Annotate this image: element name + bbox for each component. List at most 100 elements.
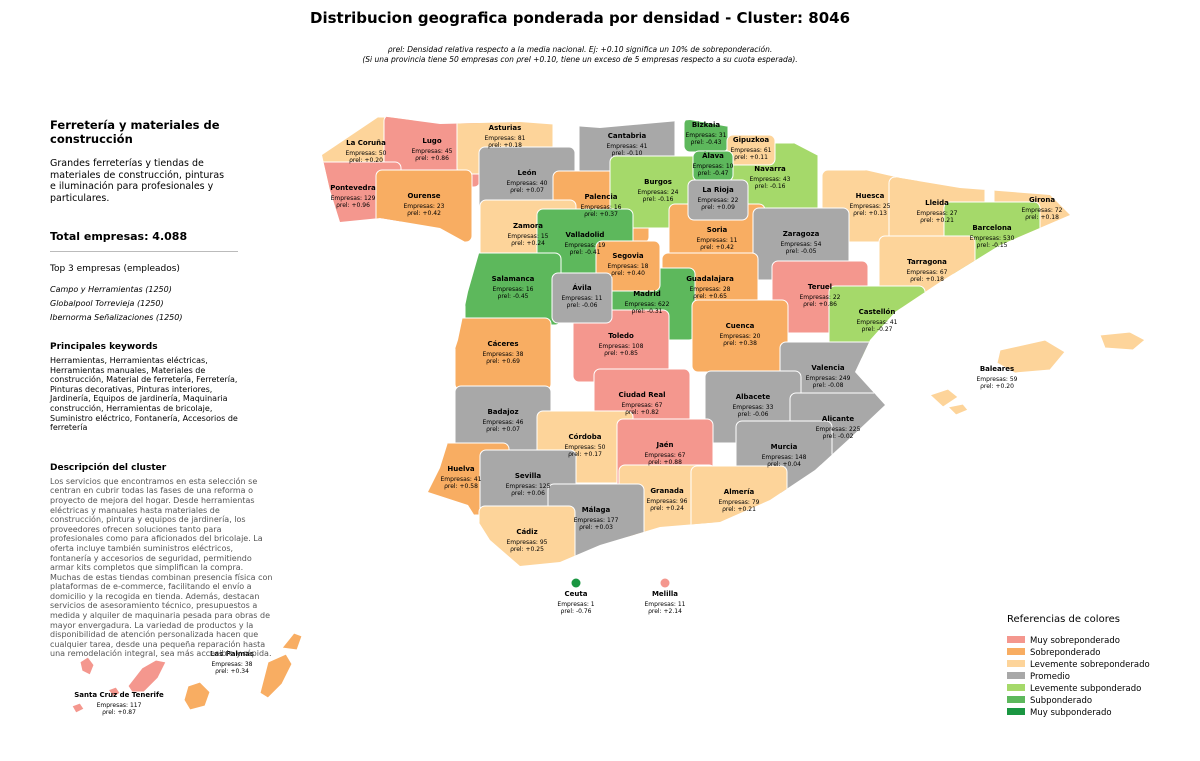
province-companies: Empresas: 54 [781,241,822,248]
legend-label: Promedio [1030,672,1070,682]
province-companies: Empresas: 11 [697,237,738,244]
province-companies: Empresas: 25 [850,203,891,210]
province-name: Girona [1029,196,1055,204]
province-name: Málaga [582,506,611,514]
province [929,331,1146,416]
province-name: La Coruña [346,139,386,147]
province-companies: Empresas: 67 [645,452,686,459]
province-rho: ρrel: +0.18 [1025,214,1059,221]
province-rho: ρrel: +0.20 [349,157,383,164]
province-companies: Empresas: 41 [441,476,482,483]
province-companies: Empresas: 125 [506,483,551,490]
province-name: Zamora [513,222,543,230]
province-rho: ρrel: +0.04 [767,461,801,468]
province-rho: ρrel: +0.34 [215,668,249,675]
legend-label: Sobreponderado [1030,648,1100,658]
province-companies: Empresas: 11 [645,601,686,608]
province-companies: Empresas: 96 [647,498,688,505]
province-rho: ρrel: +0.20 [980,383,1014,390]
province-rho: ρrel: -0.76 [561,608,592,615]
province-name: Cuenca [726,322,755,330]
province-companies: Empresas: 22 [800,294,841,301]
province-companies: Empresas: 33 [733,404,774,411]
province-companies: Empresas: 67 [622,402,663,409]
province-rho: ρrel: +0.65 [693,293,727,300]
legend-label: Levemente sobreponderado [1030,660,1150,670]
province-companies: Empresas: 79 [719,499,760,506]
province-name: Ávila [572,283,592,292]
province-name: Melilla [652,590,678,598]
province-rho: ρrel: +0.24 [650,505,684,512]
legend-swatch [1007,660,1025,667]
province-rho: ρrel: +0.09 [701,204,735,211]
province-companies: Empresas: 22 [698,197,739,204]
province-rho: ρrel: +0.07 [486,426,520,433]
province-name: Murcia [771,443,798,451]
top-item: Campo y Herramientas (1250) [50,285,172,294]
province-name: Asturias [489,124,522,132]
province-companies: Empresas: 20 [720,333,761,340]
province-companies: Empresas: 50 [565,444,606,451]
province-rho: ρrel: +0.25 [510,546,544,553]
province-name: Cantabria [608,132,647,140]
province-rho: ρrel: -0.15 [977,242,1008,249]
legend-swatch [1007,672,1025,679]
province-rho: ρrel: +0.58 [444,483,478,490]
legend-label: Levemente subponderado [1030,684,1141,694]
province-name: Barcelona [972,224,1012,232]
province-companies: Empresas: 622 [625,301,670,308]
province-name: Valladolid [566,231,605,239]
province-rho: ρrel: -0.43 [691,139,722,146]
province-name: Salamanca [492,275,535,283]
top-item: Globalpool Torrevieja (1250) [50,299,164,308]
cluster-description: Los servicios que encontramos en esta se… [50,476,273,659]
province-rho: ρrel: -0.41 [570,249,601,256]
province-companies: Empresas: 59 [977,376,1018,383]
province-companies: Empresas: 23 [404,203,445,210]
province-companies: Empresas: 38 [483,351,524,358]
province-rho: ρrel: -0.47 [698,170,729,177]
province-companies: Empresas: 19 [565,242,606,249]
legend-swatch [1007,684,1025,691]
province-name: Tarragona [907,258,947,266]
province-rho: ρrel: +0.11 [734,154,768,161]
province-companies: Empresas: 225 [816,426,861,433]
province [660,578,670,588]
province-name: Guadalajara [686,275,734,283]
province-companies: Empresas: 10 [693,163,734,170]
province-rho: ρrel: +0.42 [407,210,441,217]
province-rho: ρrel: -0.02 [823,433,854,440]
province-name: Huelva [447,465,475,473]
province-companies: Empresas: 61 [731,147,772,154]
province-companies: Empresas: 95 [507,539,548,546]
province-companies: Empresas: 27 [917,210,958,217]
province-companies: Empresas: 11 [562,295,603,302]
legend-swatch [1007,696,1025,703]
province-companies: Empresas: 38 [212,661,253,668]
province-companies: Empresas: 16 [493,286,534,293]
subtitle: (Si una provincia tiene 50 empresas con … [362,55,797,64]
province-name: Alicante [822,415,854,423]
province-rho: ρrel: +0.13 [853,210,887,217]
province-rho: ρrel: +0.21 [920,217,954,224]
province-companies: Empresas: 41 [607,143,648,150]
province-companies: Empresas: 46 [483,419,524,426]
province-name: Madrid [633,290,661,298]
province-rho: ρrel: -0.16 [643,196,674,203]
legend-label: Subponderado [1030,696,1092,706]
province-rho: ρrel: -0.27 [862,326,893,333]
province-rho: ρrel: -0.16 [755,183,786,190]
legend-title: Referencias de colores [1007,614,1120,625]
province-rho: ρrel: -0.31 [632,308,663,315]
province-companies: Empresas: 40 [507,180,548,187]
province [183,632,303,711]
legend-swatch [1007,636,1025,643]
legend-swatch [1007,648,1025,655]
province-rho: ρrel: +0.18 [910,276,944,283]
panel-title: Ferretería y materiales de construcción [50,118,220,146]
province-name: Castellón [859,308,896,316]
province-name: Teruel [808,283,832,291]
province-rho: ρrel: +0.96 [336,202,370,209]
province-companies: Empresas: 15 [508,233,549,240]
